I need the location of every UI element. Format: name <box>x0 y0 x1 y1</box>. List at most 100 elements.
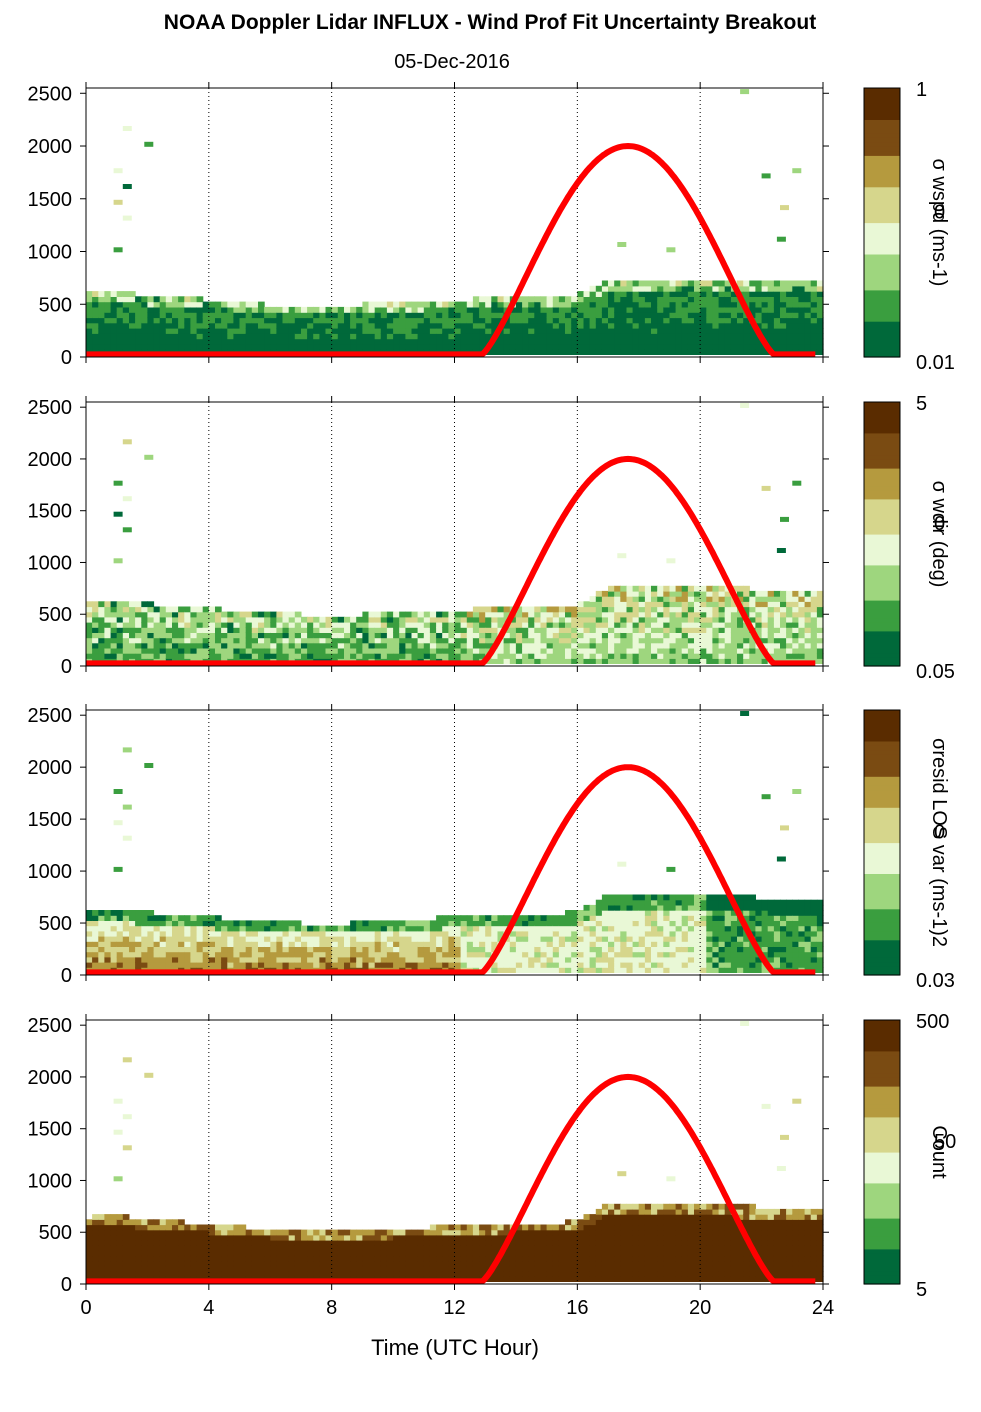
heatmap-cell <box>331 653 339 659</box>
heatmap-cell <box>491 616 498 623</box>
colorbar-segment <box>864 303 900 309</box>
heatmap-cell <box>264 1260 271 1267</box>
heatmap-cell <box>626 956 634 963</box>
heatmap-cell <box>282 951 290 958</box>
colorbar-segment <box>864 222 900 228</box>
heatmap-cell <box>798 285 806 292</box>
heatmap-cell <box>122 215 132 221</box>
heatmap-cell <box>528 343 535 350</box>
heatmap-cell <box>479 627 486 633</box>
heatmap-cell <box>479 941 486 947</box>
heatmap-cell <box>258 616 265 623</box>
heatmap-cell <box>258 1255 265 1262</box>
heatmap-cell <box>307 328 314 334</box>
heatmap-cell <box>184 1250 191 1257</box>
heatmap-cell <box>558 925 566 932</box>
heatmap-cell <box>239 925 247 932</box>
heatmap-cell <box>429 925 437 932</box>
heatmap-cell <box>565 936 572 942</box>
heatmap-cell <box>122 322 130 329</box>
heatmap-cell <box>386 653 394 659</box>
heatmap-cell <box>663 632 670 639</box>
heatmap-cell <box>399 343 406 350</box>
heatmap-cell <box>429 653 437 659</box>
heatmap-cell <box>718 936 726 942</box>
heatmap-cell <box>724 280 732 287</box>
heatmap-cell <box>270 338 277 345</box>
heatmap-cell <box>528 915 535 921</box>
heatmap-cell <box>804 936 812 942</box>
heatmap-cell <box>129 936 136 942</box>
colorbar-segment <box>864 714 900 720</box>
colorbar-segment <box>864 569 900 575</box>
heatmap-cell <box>116 1234 124 1241</box>
heatmap-cell <box>522 312 529 319</box>
heatmap-cell <box>515 936 523 942</box>
heatmap-cell <box>129 637 136 644</box>
heatmap-cell <box>583 343 591 350</box>
heatmap-cell <box>540 967 548 973</box>
heatmap-cell <box>503 611 511 618</box>
heatmap-cell <box>196 936 204 942</box>
heatmap-cell <box>749 951 756 958</box>
heatmap-cell <box>761 622 769 628</box>
heatmap-cell <box>282 1234 290 1241</box>
heatmap-cell <box>816 280 824 287</box>
heatmap-cell <box>294 930 302 937</box>
heatmap-cell <box>436 322 443 329</box>
heatmap-cell <box>749 312 756 319</box>
heatmap-cell <box>546 627 554 633</box>
heatmap-cell <box>632 328 640 334</box>
figure-title: NOAA Doppler Lidar INFLUX - Wind Prof Fi… <box>164 11 816 34</box>
heatmap-cell <box>141 962 148 968</box>
heatmap-cell <box>614 333 621 340</box>
heatmap-cell <box>724 328 732 334</box>
heatmap-cell <box>92 920 99 927</box>
heatmap-cell <box>804 280 812 287</box>
heatmap-cell <box>245 653 253 659</box>
sun-elevation-curve <box>86 764 816 976</box>
heatmap-cell <box>429 936 437 942</box>
heatmap-cell <box>669 596 677 602</box>
heatmap-cell <box>687 585 695 592</box>
heatmap-cell <box>608 653 615 659</box>
heatmap-cell <box>110 328 118 334</box>
heatmap-cell <box>706 317 713 324</box>
heatmap-cell <box>638 946 646 953</box>
heatmap-cell <box>423 653 431 659</box>
heatmap-cell <box>700 915 707 921</box>
heatmap-cell <box>657 930 664 937</box>
heatmap-cell <box>129 306 136 313</box>
heatmap-cell <box>190 1265 198 1272</box>
heatmap-cell <box>202 328 210 334</box>
heatmap-cell <box>405 333 413 340</box>
heatmap-cell <box>749 349 756 355</box>
heatmap-cell <box>245 611 253 618</box>
heatmap-cell <box>122 915 130 921</box>
heatmap-cell <box>417 622 425 628</box>
heatmap-cell <box>798 637 806 644</box>
heatmap-cell <box>522 920 529 927</box>
heatmap-cell <box>479 343 486 350</box>
heatmap-cell <box>681 946 689 953</box>
heatmap-cell <box>374 317 382 324</box>
heatmap-cell <box>380 333 388 340</box>
heatmap-cell <box>608 647 615 654</box>
heatmap-cell <box>503 653 511 659</box>
heatmap-cell <box>448 642 456 649</box>
colorbar-segment <box>864 626 900 632</box>
heatmap-cell <box>116 925 124 932</box>
heatmap-cell <box>694 930 701 937</box>
heatmap-cell <box>651 322 658 329</box>
heatmap-cell <box>129 291 136 297</box>
heatmap-cell <box>208 956 216 963</box>
heatmap-cell <box>380 611 388 618</box>
heatmap-cell <box>172 642 179 649</box>
heatmap-cell <box>651 338 658 345</box>
heatmap-cell <box>221 632 228 639</box>
heatmap-cell <box>337 328 345 334</box>
heatmap-cell <box>165 962 173 968</box>
heatmap-cell <box>153 616 161 623</box>
heatmap-cell <box>239 930 247 937</box>
heatmap-cell <box>270 627 277 633</box>
